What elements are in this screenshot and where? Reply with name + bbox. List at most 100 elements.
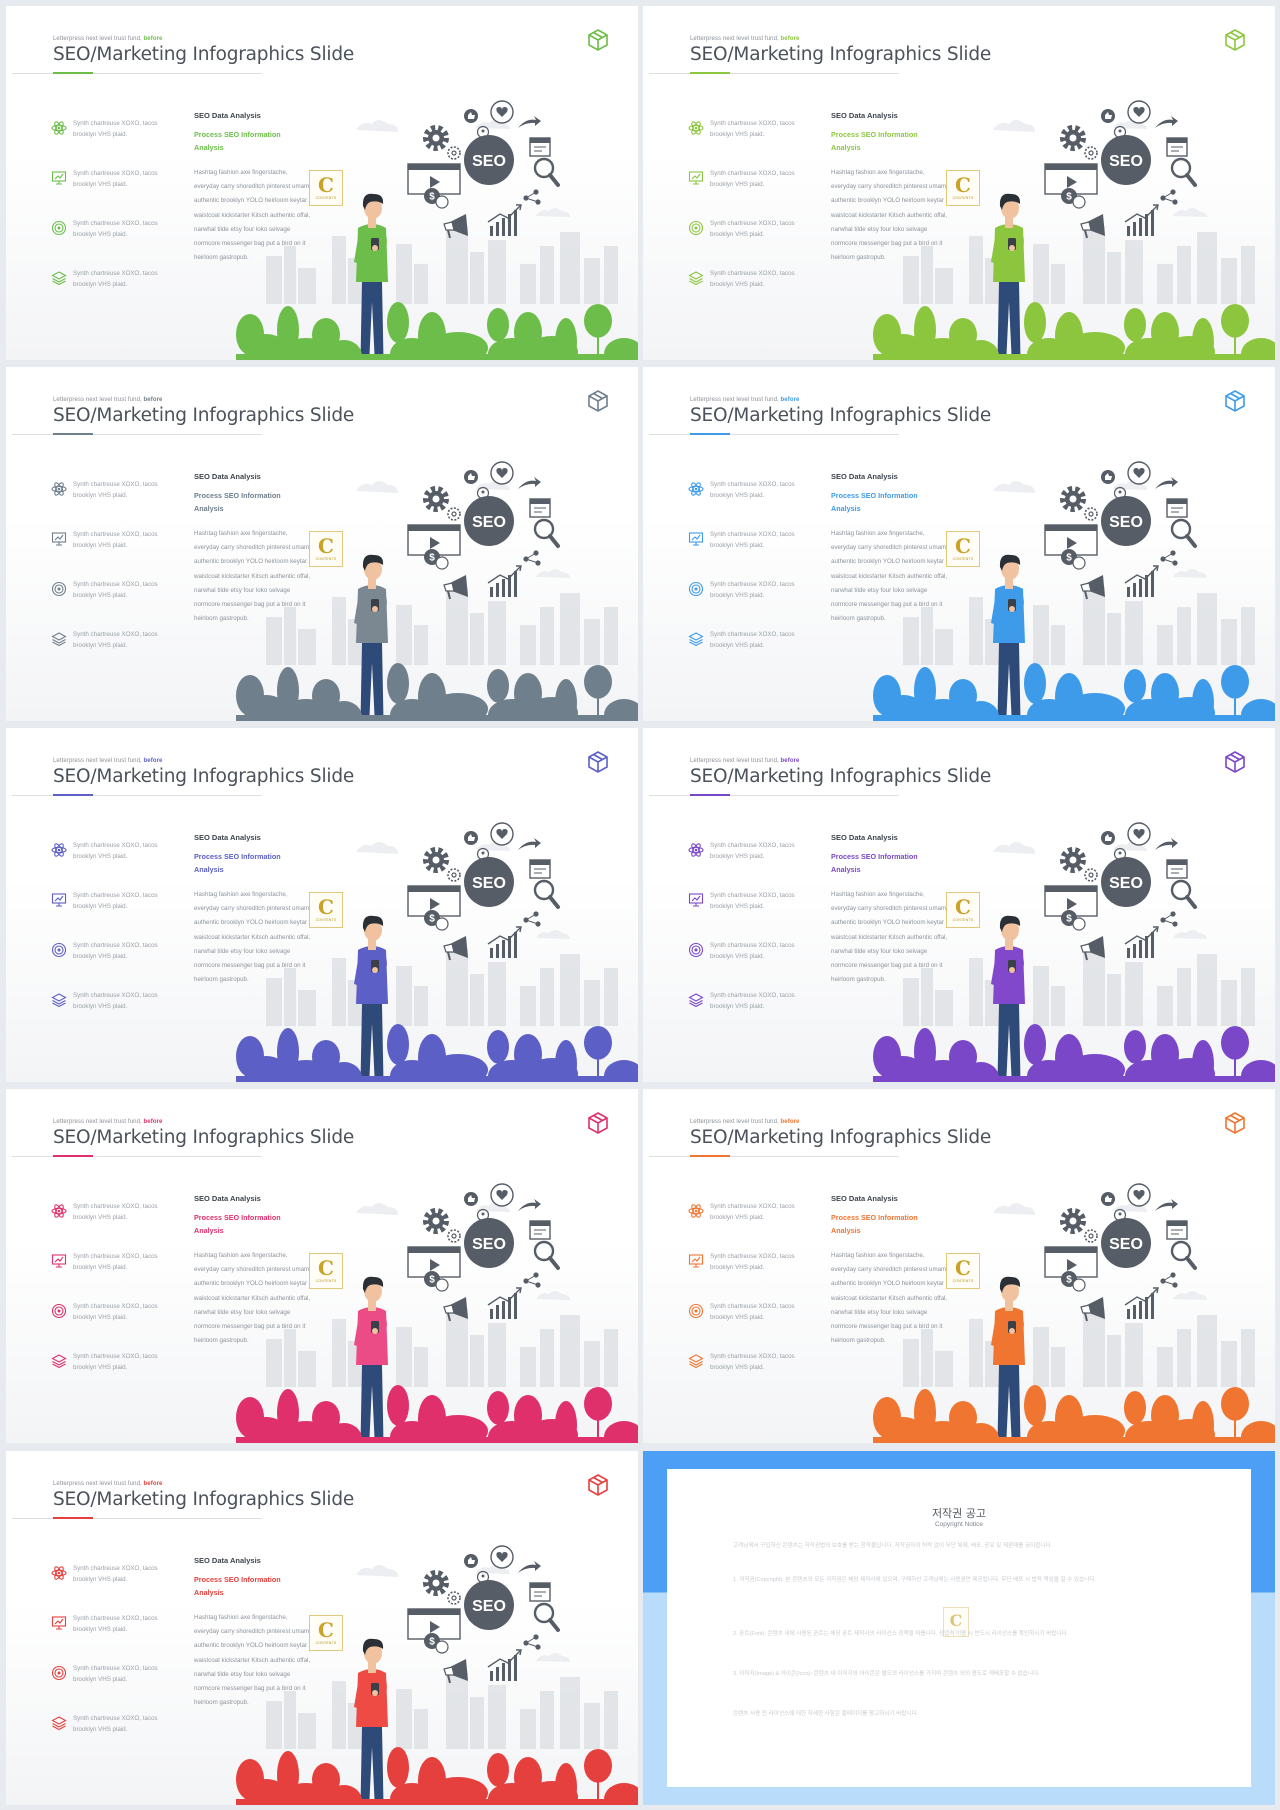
ground-strip xyxy=(873,1437,1275,1443)
column-body-text: Hashtag fashion axe fingerstache, everyd… xyxy=(194,169,311,262)
slide-thumbnail[interactable]: Letterpress next level trust fund, befor… xyxy=(643,728,1275,1082)
layers-icon xyxy=(51,1716,67,1731)
eyebrow-accent-text: before xyxy=(780,1119,800,1125)
gear-icon xyxy=(1060,1208,1086,1234)
feature-text: Synth chartreuse XOXO, tacos brooklyn VH… xyxy=(710,581,795,599)
share-arrow-icon xyxy=(518,838,541,850)
building-shape xyxy=(935,990,953,1026)
column-body-text: Hashtag fashion axe fingerstache, everyd… xyxy=(831,530,948,623)
column-heading: SEO Data Analysis xyxy=(831,472,898,481)
share-arrow-icon xyxy=(1155,838,1178,850)
contents-logo-badge: C CONTENTS xyxy=(309,892,343,928)
calendar-icon xyxy=(529,1582,551,1602)
megaphone-icon xyxy=(1080,214,1105,239)
seo-label: SEO xyxy=(472,1236,506,1253)
feature-text: Synth chartreuse XOXO, tacos brooklyn VH… xyxy=(710,270,795,288)
eyebrow-accent-text: before xyxy=(780,758,800,764)
dollar-coin-icon: $ xyxy=(1061,1271,1086,1292)
slide-thumbnail[interactable]: Letterpress next level trust fund, befor… xyxy=(643,1089,1275,1443)
bush-shape xyxy=(244,334,288,360)
building-shape xyxy=(1221,1341,1237,1387)
building-shape xyxy=(935,1351,953,1387)
bush-shape xyxy=(1065,1415,1125,1443)
feature-text: Synth chartreuse XOXO, tacos brooklyn VH… xyxy=(73,1615,158,1633)
layers-icon xyxy=(51,993,67,1008)
small-gear-icon xyxy=(1084,507,1098,521)
building-shape xyxy=(560,1315,580,1387)
small-gear-icon xyxy=(447,1229,461,1243)
copyright-logo-badge: C xyxy=(943,1607,969,1637)
eyebrow-accent-text: before xyxy=(143,758,163,764)
gear-icon xyxy=(423,125,449,151)
building-shape xyxy=(520,625,536,665)
seo-illustration: SEO $ xyxy=(873,822,1275,1082)
network-icon xyxy=(523,1272,541,1288)
feature-text: Synth chartreuse XOXO, tacos brooklyn VH… xyxy=(73,631,158,649)
feature-text: Synth chartreuse XOXO, tacos brooklyn VH… xyxy=(73,892,158,910)
thumbs-up-icon xyxy=(1101,1192,1115,1206)
person-figure xyxy=(354,554,388,721)
building-shape xyxy=(1221,258,1237,304)
slide-thumbnail[interactable]: Letterpress next level trust fund, befor… xyxy=(6,1089,638,1443)
seo-badge: SEO xyxy=(1101,135,1151,185)
seo-label: SEO xyxy=(472,875,506,892)
contents-logo-badge: C CONTENTS xyxy=(309,1615,343,1651)
building-shape xyxy=(414,986,428,1026)
title-underline xyxy=(12,795,262,796)
slide-title: SEO/Marketing Infographics Slide xyxy=(690,405,992,426)
cloud-shape xyxy=(356,1565,398,1577)
building-shape xyxy=(560,593,580,665)
feature-text: Synth chartreuse XOXO, tacos brooklyn VH… xyxy=(73,120,158,138)
column-subheading: Process SEO Information Analysis xyxy=(194,491,281,513)
small-gear-icon xyxy=(447,146,461,160)
building-shape xyxy=(488,962,506,1026)
slide-thumbnail[interactable]: Letterpress next level trust fund, befor… xyxy=(6,1451,638,1805)
feature-text: Synth chartreuse XOXO, tacos brooklyn VH… xyxy=(73,1715,158,1733)
heart-icon xyxy=(490,1183,514,1207)
contents-logo-badge: C CONTENTS xyxy=(946,892,980,928)
slide-thumbnail[interactable]: Letterpress next level trust fund, befor… xyxy=(6,6,638,360)
building-shape xyxy=(520,1347,536,1387)
building-shape xyxy=(1083,226,1105,304)
building-shape xyxy=(1157,625,1173,665)
slide-title: SEO/Marketing Infographics Slide xyxy=(53,1127,355,1148)
slide-thumbnail[interactable]: Letterpress next level trust fund, befor… xyxy=(643,6,1275,360)
contents-logo-badge: C CONTENTS xyxy=(309,531,343,567)
building-shape xyxy=(284,607,296,665)
bush-shape xyxy=(881,695,925,721)
slide-thumbnail[interactable]: Letterpress next level trust fund, befor… xyxy=(6,367,638,721)
slide-thumbnail[interactable]: Letterpress next level trust fund, befor… xyxy=(6,728,638,1082)
feature-text: Synth chartreuse XOXO, tacos brooklyn VH… xyxy=(710,481,795,499)
heart-icon xyxy=(490,822,514,846)
small-gear-icon xyxy=(1084,1229,1098,1243)
copyright-paragraph: 2. 폰트(Font): 콘텐츠 내에 사용된 폰트는 해당 폰트 제작사의 라… xyxy=(733,1631,1069,1637)
ground-strip xyxy=(236,715,638,721)
building-shape xyxy=(1197,1315,1217,1387)
column-subheading: Process SEO Information Analysis xyxy=(194,852,281,874)
cloud-shape xyxy=(1173,1291,1207,1300)
column-body-text: Hashtag fashion axe fingerstache, everyd… xyxy=(194,1614,311,1707)
dollar-coin-icon: $ xyxy=(1061,910,1086,931)
slide-thumbnail[interactable]: Letterpress next level trust fund, befor… xyxy=(643,367,1275,721)
bush-shape xyxy=(244,1056,288,1082)
share-arrow-icon xyxy=(518,1199,541,1211)
cube-logo-icon xyxy=(1225,1112,1245,1134)
feature-text: Synth chartreuse XOXO, tacos brooklyn VH… xyxy=(710,170,795,188)
copyright-paragraph: 고객님께서 구입하신 콘텐츠는 저작권법의 보호를 받는 창작물입니다. 저작권… xyxy=(733,1543,1053,1549)
eyebrow-text: Letterpress next level trust fund, xyxy=(690,758,781,764)
seo-illustration: SEO $ xyxy=(236,822,638,1082)
person-figure xyxy=(354,193,388,360)
magnifier-icon xyxy=(1170,1240,1197,1270)
cloud-shape xyxy=(993,842,1035,854)
slide-eyebrow: Letterpress next level trust fund, befor… xyxy=(53,397,162,403)
column-body-text: Hashtag fashion axe fingerstache, everyd… xyxy=(831,1252,948,1345)
building-shape xyxy=(332,1319,346,1387)
feature-item: Synth chartreuse XOXO, tacos brooklyn VH… xyxy=(688,940,798,964)
cloud-shape xyxy=(536,1653,570,1662)
feature-text: Synth chartreuse XOXO, tacos brooklyn VH… xyxy=(73,942,158,960)
building-shape xyxy=(1051,986,1065,1026)
network-icon xyxy=(523,550,541,566)
column-body-text: Hashtag fashion axe fingerstache, everyd… xyxy=(194,1252,311,1345)
copyright-slide[interactable]: 저작권 공고 Copyright Notice 고객님께서 구입하신 콘텐츠는 … xyxy=(643,1451,1275,1805)
building-shape xyxy=(396,966,412,1026)
